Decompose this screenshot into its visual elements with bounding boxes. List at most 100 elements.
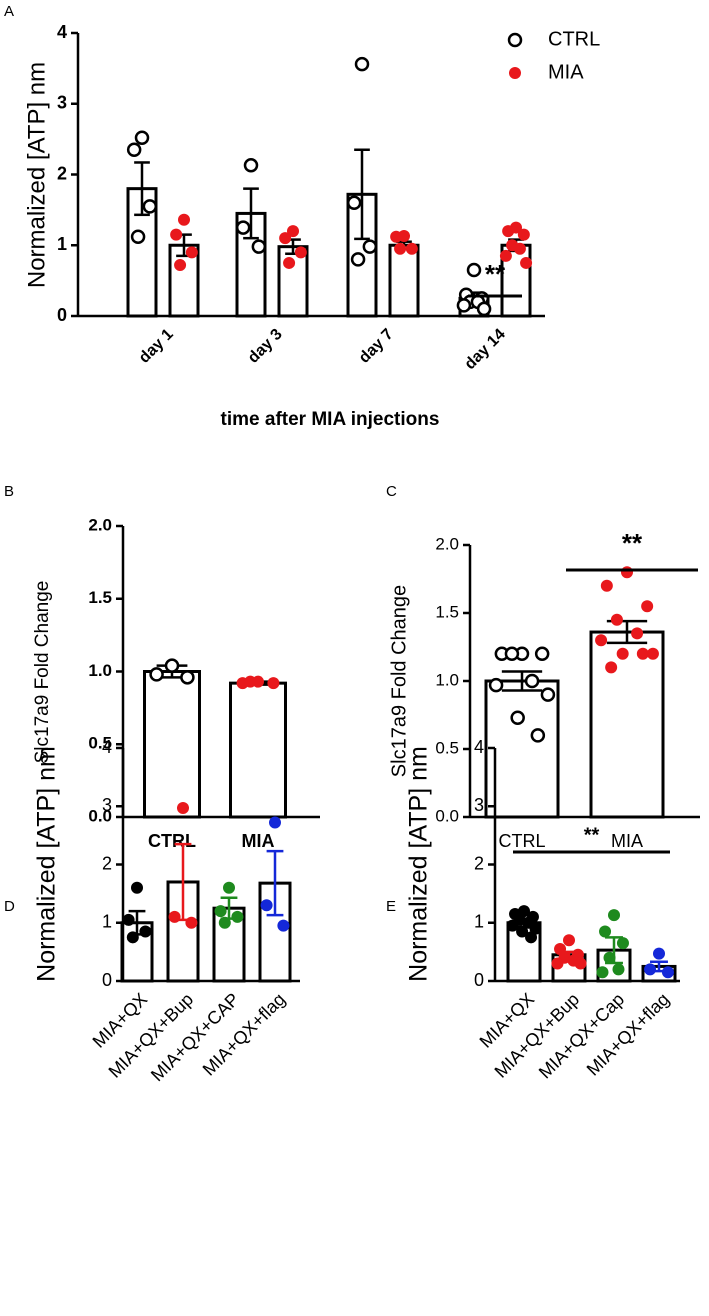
y-tick-label: 2.0: [88, 515, 112, 534]
data-point: [574, 957, 587, 970]
panel-letter: B: [4, 483, 14, 500]
significance-label: **: [622, 528, 643, 558]
y-axis-label: Normalized [ATP] nm: [23, 62, 50, 288]
data-point: [350, 252, 366, 267]
data-point: [131, 881, 143, 894]
data-point: [646, 647, 659, 660]
data-point: [616, 647, 629, 660]
data-point: [631, 627, 644, 640]
x-tick-label: MIA+QX+flag: [199, 989, 290, 1080]
data-point: [244, 675, 257, 688]
x-tick-label: day 1: [136, 326, 177, 367]
data-point: [603, 951, 616, 964]
data-point: [563, 934, 575, 947]
legend-label: CTRL: [548, 28, 600, 50]
y-tick-label: 0.5: [435, 738, 459, 757]
data-point: [621, 566, 633, 579]
data-point: [661, 966, 674, 979]
y-tick-label: 0.0: [435, 806, 459, 825]
data-point: [277, 919, 290, 932]
legend-marker: [507, 32, 523, 48]
legend-marker: [509, 67, 521, 79]
y-tick-label: 1: [57, 234, 67, 254]
data-point: [616, 937, 629, 950]
data-point: [488, 677, 504, 693]
data-point: [506, 919, 519, 932]
y-tick-label: 0: [102, 970, 112, 990]
data-point: [185, 916, 198, 929]
data-point: [513, 242, 526, 255]
data-point: [126, 931, 139, 944]
data-point: [142, 199, 158, 214]
y-axis-label: Slc17a9 Fold Change: [388, 585, 410, 777]
y-tick-label: 4: [57, 22, 67, 42]
data-point: [178, 213, 190, 226]
x-tick-label: day 3: [245, 326, 286, 367]
y-tick-label: 1.5: [88, 588, 112, 607]
x-axis-label: time after MIA injections: [221, 409, 440, 430]
y-axis-label: Slc17a9 Fold Change: [32, 581, 53, 764]
y-tick-label: 0: [474, 970, 484, 990]
data-point: [251, 239, 267, 254]
data-point: [530, 728, 546, 743]
data-point: [605, 661, 618, 674]
data-point: [516, 925, 529, 938]
y-tick-label: 1: [474, 912, 484, 932]
bar: [589, 630, 665, 819]
x-tick-label: MIA: [242, 831, 275, 851]
y-tick-label: 1: [102, 912, 112, 932]
bar: [229, 681, 287, 819]
y-axis-label: Normalized [ATP] nm: [405, 746, 433, 982]
data-point: [267, 677, 280, 690]
data-point: [504, 646, 520, 662]
data-point: [346, 195, 362, 211]
y-tick-label: 1.0: [88, 661, 112, 680]
data-point: [476, 301, 492, 317]
data-point: [269, 816, 281, 829]
y-tick-label: 3: [474, 795, 484, 815]
y-tick-label: 4: [102, 737, 112, 757]
y-tick-label: 2: [474, 853, 484, 873]
data-point: [612, 963, 625, 976]
y-axis-label: Normalized [ATP] nm: [33, 746, 61, 982]
data-point: [130, 229, 146, 245]
data-point: [170, 228, 183, 241]
data-point: [177, 801, 189, 814]
data-point: [279, 232, 292, 245]
data-point: [405, 242, 418, 255]
data-point: [260, 899, 273, 912]
y-tick-label: 0: [57, 305, 67, 325]
data-point: [653, 947, 665, 960]
x-tick-label: CTRL: [148, 831, 196, 851]
data-point: [520, 256, 533, 269]
data-point: [540, 687, 556, 702]
data-point: [524, 673, 540, 689]
x-tick-label: day 14: [462, 326, 509, 373]
data-point: [502, 225, 515, 238]
y-tick-label: 0.0: [88, 806, 112, 825]
x-tick-label: CTRL: [498, 831, 545, 851]
significance-label: **: [485, 259, 506, 289]
data-point: [174, 259, 187, 272]
data-point: [214, 905, 227, 918]
bar: [388, 243, 420, 318]
data-point: [525, 931, 538, 944]
panel-letter: C: [386, 483, 397, 500]
data-point: [122, 913, 135, 926]
data-point: [134, 130, 150, 145]
bar: [143, 670, 201, 819]
data-point: [510, 710, 525, 725]
y-tick-label: 0.5: [88, 734, 112, 753]
data-point: [610, 613, 623, 626]
y-tick-label: 4: [474, 737, 484, 757]
data-point: [362, 239, 378, 254]
data-point: [641, 600, 654, 613]
panel-letter: D: [4, 898, 15, 915]
panel-letter: E: [386, 898, 396, 915]
data-point: [394, 242, 407, 255]
data-point: [218, 916, 231, 929]
y-tick-label: 2: [102, 853, 112, 873]
data-point: [644, 963, 657, 976]
x-tick-label: day 7: [356, 326, 397, 367]
data-point: [608, 909, 620, 922]
